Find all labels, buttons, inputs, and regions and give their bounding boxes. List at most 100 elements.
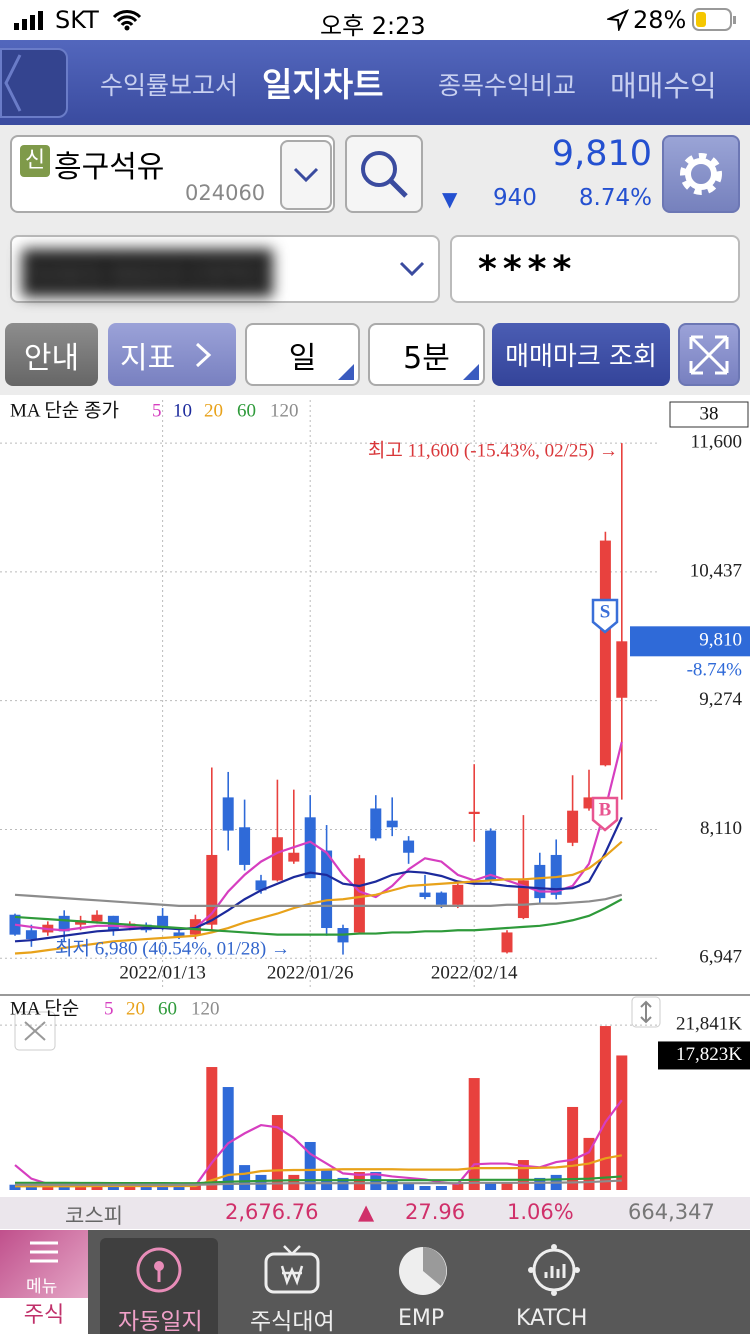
badge: 신 bbox=[20, 145, 50, 177]
ma-line bbox=[14, 840, 623, 955]
tab[interactable]: 종목수익비교 bbox=[438, 71, 577, 100]
candle-body bbox=[550, 854, 562, 895]
legend-item: 120 bbox=[270, 400, 299, 421]
volume-bar bbox=[25, 1185, 37, 1190]
select-label: 일 bbox=[288, 340, 317, 376]
candle-body bbox=[468, 811, 480, 814]
count-box bbox=[669, 401, 749, 428]
legend-item: 120 bbox=[191, 998, 220, 1019]
settings-button[interactable] bbox=[662, 135, 740, 213]
password-box[interactable]: **** bbox=[450, 235, 740, 303]
volume-bar bbox=[107, 1185, 119, 1190]
candle-body bbox=[419, 892, 431, 898]
nav-item[interactable]: EMP bbox=[370, 1238, 478, 1334]
menu-icon bbox=[30, 1241, 58, 1263]
back-icon bbox=[4, 54, 22, 112]
nav-label: 주식대여 bbox=[250, 1309, 335, 1335]
candle-body bbox=[616, 641, 628, 698]
candle-body bbox=[91, 914, 103, 922]
button[interactable]: 안내 bbox=[5, 323, 98, 386]
status-bar: SKT 오후 2:23 28% bbox=[0, 0, 750, 40]
ma-line bbox=[14, 741, 623, 932]
candle-body bbox=[271, 837, 283, 881]
legend-item: 5 bbox=[152, 400, 162, 421]
price: 9,810 bbox=[551, 134, 652, 174]
volume-bar bbox=[403, 1182, 415, 1190]
candle-body bbox=[157, 915, 169, 927]
volume-bar bbox=[9, 1184, 21, 1190]
button-label: 매매마크 조회 bbox=[505, 342, 657, 372]
candle-body bbox=[452, 884, 464, 905]
account-box[interactable]: 5065-9603 [위탁] bbox=[10, 235, 440, 303]
carrier: SKT bbox=[55, 6, 99, 34]
select[interactable]: 일 bbox=[245, 323, 360, 386]
candle-body bbox=[485, 830, 497, 881]
search-button[interactable] bbox=[345, 135, 423, 213]
volume-bar bbox=[189, 1184, 201, 1190]
volume-bar bbox=[58, 1185, 70, 1190]
nav-icon bbox=[264, 1245, 320, 1294]
nav-label: EMP bbox=[398, 1306, 445, 1331]
ma-line bbox=[15, 1179, 622, 1186]
legend-item: 20 bbox=[126, 998, 145, 1019]
candle-body bbox=[58, 915, 70, 932]
expand-button[interactable] bbox=[678, 323, 740, 386]
candle-body bbox=[173, 932, 185, 937]
volume-bar bbox=[386, 1180, 398, 1190]
tab[interactable]: 수익률보고서 bbox=[100, 71, 239, 100]
tab[interactable]: 매매수익 bbox=[610, 69, 717, 103]
volume-bar bbox=[452, 1182, 464, 1190]
battery-icon bbox=[692, 8, 736, 31]
x-tick-label: 2022/02/14 bbox=[431, 962, 518, 983]
volume-bar bbox=[75, 1186, 87, 1190]
trade-mark bbox=[591, 796, 619, 832]
volume-bar bbox=[255, 1174, 267, 1190]
market-bar: 코스피 2,676.76 ▲ 27.96 1.06% 664,347 bbox=[0, 1197, 750, 1229]
volume-bar bbox=[271, 1115, 283, 1190]
menu-button[interactable]: 메뉴 bbox=[0, 1230, 88, 1298]
current-change: -8.74% bbox=[687, 660, 743, 681]
legend-item: 60 bbox=[158, 998, 177, 1019]
chevron bbox=[293, 167, 319, 183]
back-button[interactable] bbox=[0, 48, 68, 118]
ma-line bbox=[14, 893, 623, 907]
wifi-icon bbox=[112, 10, 142, 31]
dropdown-button[interactable] bbox=[280, 140, 332, 210]
volume-bar bbox=[468, 1078, 480, 1190]
chevron bbox=[399, 261, 425, 277]
nav-item[interactable]: KATCH bbox=[500, 1238, 608, 1334]
select[interactable]: 5분 bbox=[368, 323, 485, 386]
volume-bar bbox=[140, 1186, 152, 1190]
candle-body bbox=[567, 810, 579, 843]
nav-icon bbox=[399, 1247, 447, 1295]
candle-body bbox=[255, 880, 267, 891]
nav-item-active[interactable]: 자동일지 bbox=[100, 1238, 218, 1335]
section-label[interactable]: 주식 bbox=[0, 1298, 88, 1334]
volume-bar bbox=[239, 1165, 251, 1190]
expand-icon bbox=[689, 335, 729, 374]
stock-name: 흥구석유 bbox=[54, 150, 165, 185]
gear-icon bbox=[680, 153, 722, 195]
resize-icon bbox=[640, 1000, 652, 1024]
x-tick-label: 2022/01/26 bbox=[267, 962, 354, 983]
candle-body bbox=[583, 797, 595, 809]
nav-item[interactable]: 주식대여 bbox=[238, 1238, 346, 1335]
volume-bar bbox=[222, 1087, 234, 1190]
candle-body bbox=[517, 880, 529, 919]
button[interactable]: 지표 bbox=[108, 323, 236, 386]
candle-body bbox=[501, 932, 513, 953]
candle-body bbox=[321, 850, 333, 929]
button[interactable]: 매매마크 조회 bbox=[492, 323, 670, 386]
trade-mark-label: S bbox=[600, 601, 611, 622]
volume-bar bbox=[419, 1185, 431, 1190]
y-tick-label: 10,437 bbox=[690, 560, 742, 581]
tab-active[interactable]: 일지차트 bbox=[262, 65, 384, 104]
search-icon bbox=[361, 151, 408, 198]
market-name: 코스피 bbox=[65, 1204, 123, 1228]
nav-icon bbox=[136, 1247, 182, 1293]
battery-text: 28% bbox=[633, 6, 687, 34]
ma-line bbox=[14, 898, 623, 936]
ma-line bbox=[15, 1154, 622, 1188]
market-arrow: ▲ bbox=[358, 1200, 375, 1224]
volume-bar bbox=[124, 1186, 136, 1190]
